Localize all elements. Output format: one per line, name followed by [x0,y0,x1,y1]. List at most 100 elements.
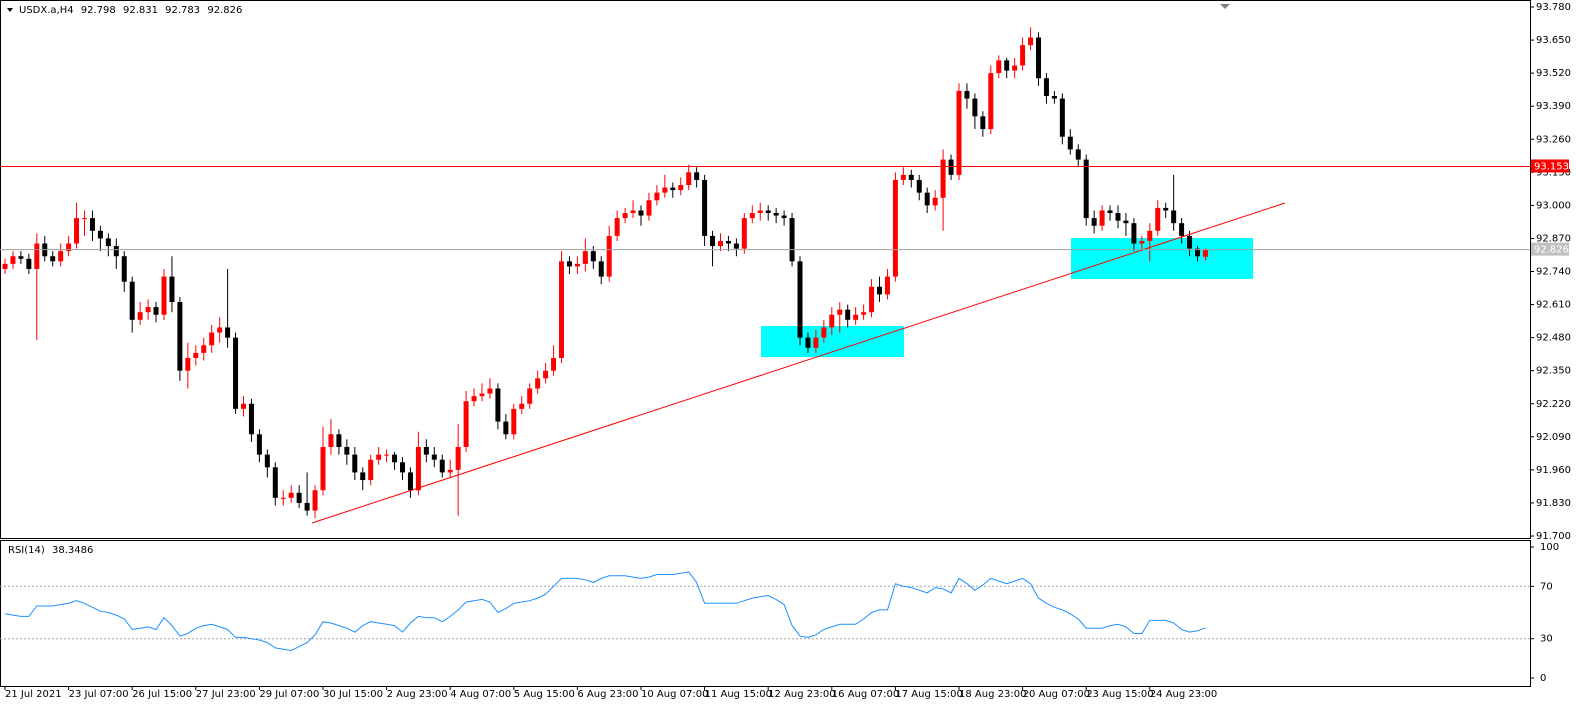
x-tick-label: 26 Jul 15:00 [132,689,192,700]
symbol-title: USDX.a,H4 92.798 92.831 92.783 92.826 [19,5,242,16]
candle-body [908,174,914,180]
candle-body [543,370,549,379]
candle-body [1155,207,1161,231]
candle-body [89,218,95,231]
candle-body [10,256,16,264]
candle-body [892,179,898,277]
candle-body [288,492,294,498]
candle-body [1123,220,1129,224]
candle-body [34,243,40,269]
candle-body [853,314,859,320]
candle-body [1163,207,1169,211]
candle-body [749,213,755,219]
candle-body [670,187,676,191]
candle-body [1179,223,1185,236]
x-tick-label: 23 Jul 07:00 [69,689,129,700]
x-tick-label: 4 Aug 07:00 [450,689,511,700]
candle-body [233,337,239,409]
x-tick-label: 24 Aug 23:00 [1150,689,1217,700]
x-tick-label: 29 Jul 07:00 [259,689,319,700]
candle-body [368,459,374,481]
rsi-tick-label: 0 [1540,673,1546,684]
x-tick-label: 21 Jul 2021 [5,689,62,700]
candle-body [757,210,763,214]
candle-body [535,378,541,389]
trend-line [311,202,1286,524]
x-tick-label: 10 Aug 07:00 [641,689,708,700]
symbol: USDX.a,H4 [19,5,74,16]
candle-body [972,98,978,117]
candle-body [559,261,564,358]
candle-body [487,388,493,394]
candle-body [137,312,143,320]
low: 92.783 [165,5,200,16]
candle-body [622,213,628,219]
candle-body [1067,136,1073,150]
candle-body [392,454,398,463]
high: 92.831 [123,5,158,16]
candle-body [50,256,56,262]
candle-body [82,218,87,220]
x-tick-label: 30 Jul 15:00 [323,689,383,700]
candle-body [1139,240,1145,244]
candle-body [264,454,270,468]
candle-body [916,179,922,193]
x-tick-label: 23 Aug 15:00 [1086,689,1153,700]
candle-body [821,327,827,338]
candle-body [1043,78,1049,97]
candle-body [805,337,811,348]
candle-body [1083,159,1089,219]
y-tick-label: 92.870 [1536,233,1571,244]
candle-body [1091,218,1097,226]
candle-body [813,337,819,348]
zone-box [1071,238,1253,279]
candle-body [630,210,636,214]
candle-body [837,309,843,315]
candle-body [113,246,119,257]
candle-body [845,309,851,320]
candle-body [1004,60,1010,71]
candle-body [869,286,875,313]
candle-body [789,218,795,262]
candle-body [1075,149,1081,160]
candle-body [145,307,151,313]
candle-body [980,116,986,130]
level-label-bg [1531,159,1569,173]
candle-body [193,352,199,358]
candle-body [527,388,533,404]
candle-body [877,286,882,295]
candle-body [320,446,326,491]
candle-body [1036,37,1041,79]
candle-body [479,393,485,397]
candle-body [463,401,469,447]
y-tick-label: 92.480 [1536,333,1571,344]
candle-body [678,185,684,191]
menu-arrow [7,8,13,12]
candle-body [582,251,588,264]
x-tick-label: 17 Aug 15:00 [895,689,962,700]
rsi-tick-label: 30 [1540,634,1553,645]
y-tick-label: 92.610 [1536,300,1571,311]
candle-body [662,187,668,193]
candle-body [598,261,604,277]
shift-marker [1220,4,1230,9]
candle-body [940,159,946,198]
candle-body [105,238,111,247]
candle-body [725,240,731,244]
candle-body [829,314,835,328]
candle-body [1012,65,1018,71]
candle-body [1099,210,1105,226]
candle-body [471,396,477,402]
candle-body [988,73,994,130]
candle-body [996,60,1002,74]
rsi-panel [0,540,1531,687]
candle-body [280,497,286,499]
candle-body [304,502,310,511]
x-tick-label: 12 Aug 23:00 [768,689,835,700]
candle-body [352,454,358,473]
candle-body [248,403,254,435]
candle-body [384,454,390,456]
candle-body [956,90,962,175]
candle-body [964,90,970,99]
